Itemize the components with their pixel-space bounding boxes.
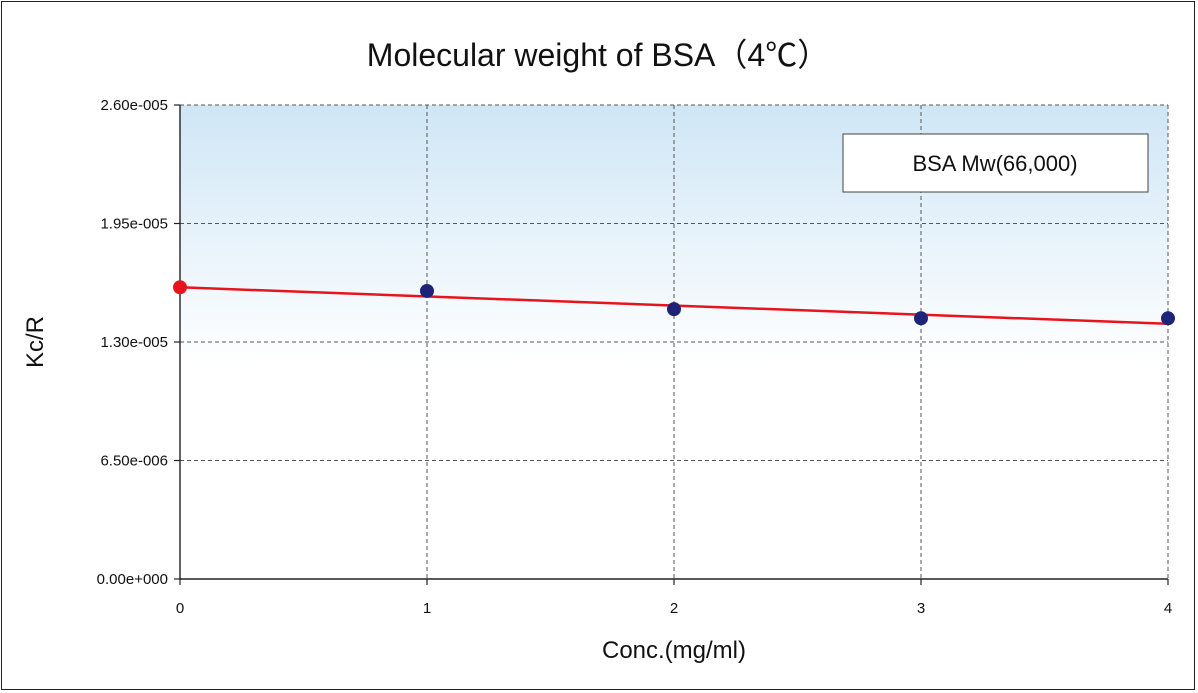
data-point	[1161, 311, 1175, 326]
series-layer	[173, 280, 1175, 326]
y-tick-label: 2.60e-005	[100, 97, 168, 114]
y-tick-label: 1.95e-005	[100, 216, 168, 233]
x-tick-label: 0	[176, 600, 184, 617]
data-point	[667, 302, 681, 317]
legend-label: BSA Mw(66,000)	[912, 151, 1077, 176]
axes-layer	[174, 104, 1169, 585]
intercept-point	[173, 280, 187, 295]
x-tick-label: 2	[670, 600, 678, 617]
data-point	[420, 283, 434, 298]
legend-box	[842, 133, 1149, 193]
y-axis-title: Kc/R	[22, 316, 49, 368]
y-tick-label: 6.50e-006	[100, 453, 168, 470]
x-tick-label: 3	[917, 600, 925, 617]
chart-title: Molecular weight of BSA（4℃）	[367, 37, 829, 73]
x-axis-title: Conc.(mg/ml)	[602, 637, 746, 664]
data-point	[914, 311, 928, 326]
y-tick-label: 0.00e+000	[97, 571, 168, 588]
grid-layer	[180, 104, 1169, 579]
x-tick-label: 4	[1164, 600, 1172, 617]
legend: BSA Mw(66,000)	[842, 133, 1149, 193]
x-tick-label: 1	[423, 600, 431, 617]
tick-labels: 0.00e+000 6.50e-006 1.30e-005 1.95e-005 2.60…	[97, 97, 1173, 617]
y-tick-label: 1.30e-005	[100, 334, 168, 351]
